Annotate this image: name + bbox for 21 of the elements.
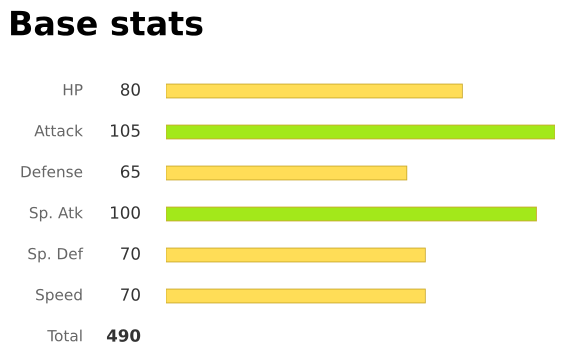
chart-title: Base stats — [11, 10, 202, 36]
data-label: 80 — [120, 83, 140, 96]
text: Total — [47, 330, 82, 342]
y-tick-label: Speed — [36, 288, 82, 304]
data-label: 105 — [111, 124, 140, 137]
data-label: 100 — [111, 206, 140, 219]
bar — [166, 124, 555, 140]
data-label: 70 — [121, 288, 140, 301]
bar — [166, 248, 426, 262]
bar — [166, 84, 463, 98]
bar — [166, 206, 537, 222]
y-tick-label: Sp. Def — [28, 248, 84, 262]
data-label: 70 — [121, 247, 140, 260]
data-label: 65 — [120, 165, 140, 178]
bar — [166, 288, 426, 304]
text: 490 — [106, 329, 140, 342]
bar — [166, 166, 408, 180]
y-tick-label: Defense — [22, 166, 82, 178]
y-tick-label: Sp. Atk — [30, 206, 83, 222]
y-tick-label: HP — [64, 84, 82, 96]
y-tick-label: Attack — [34, 124, 83, 136]
